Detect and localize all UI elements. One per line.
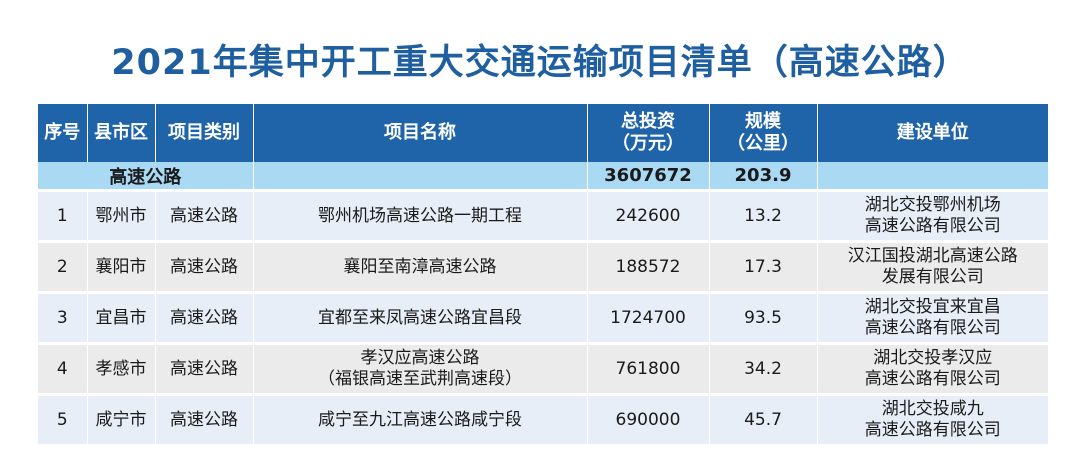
row-name-line1: 咸宁至九江高速公路咸宁段 [318,409,522,430]
row-unit-line1: 湖北交投孝汉应 [873,348,993,368]
row-unit: 湖北交投宜来宜昌 高速公路有限公司 [816,291,1048,344]
row-unit-line2: 高速公路有限公司 [864,318,1001,338]
row-name: 咸宁至九江高速公路咸宁段 [252,393,587,444]
row-investment: 1724700 [586,291,709,344]
row-investment: 188572 [586,240,709,293]
row-length: 34.2 [708,342,817,395]
row-investment: 690000 [586,393,709,444]
header-length-line2: （公里） [727,133,799,154]
header-length-line1: 规模 [745,111,781,132]
row-type: 高速公路 [154,342,253,395]
header-unit: 建设单位 [816,104,1048,162]
row-type: 高速公路 [154,291,253,344]
row-investment: 242600 [586,189,709,242]
header-no: 序号 [38,104,87,162]
row-length: 93.5 [708,291,817,344]
row-no: 1 [38,189,87,242]
header-investment: 总投资 （万元） [586,104,709,162]
row-name: 鄂州机场高速公路一期工程 [252,189,587,242]
row-name-line2: （福银高速至武荆高速段） [318,369,522,389]
row-unit-line2: 高速公路有限公司 [864,420,1001,440]
row-name: 襄阳至南漳高速公路 [252,240,587,293]
header-name: 项目名称 [252,104,587,162]
row-unit-line2: 发展有限公司 [881,267,984,287]
row-county: 襄阳市 [86,240,155,293]
table-row: 3 宜昌市 高速公路 宜都至来凤高速公路宜昌段 1724700 93.5 湖北交… [38,291,1048,344]
table-row: 1 鄂州市 高速公路 鄂州机场高速公路一期工程 242600 13.2 湖北交投… [38,189,1048,242]
row-unit-line1: 汉江国投湖北高速公路 [847,246,1018,266]
row-unit-line1: 湖北交投宜来宜昌 [864,297,1001,317]
document-title: 2021年集中开工重大交通运输项目清单（高速公路） [111,43,969,83]
row-county: 宜昌市 [86,291,155,344]
subtotal-unit-empty [816,162,1048,191]
row-unit-line2: 高速公路有限公司 [864,216,1001,236]
subtotal-length: 203.9 [708,162,817,191]
row-county: 咸宁市 [86,393,155,444]
subtotal-investment: 3607672 [586,162,709,191]
row-length: 17.3 [708,240,817,293]
row-type: 高速公路 [154,393,253,444]
row-type: 高速公路 [154,189,253,242]
table-row: 2 襄阳市 高速公路 襄阳至南漳高速公路 188572 17.3 汉江国投湖北高… [38,240,1048,293]
row-county: 鄂州市 [86,189,155,242]
row-unit: 湖北交投孝汉应 高速公路有限公司 [816,342,1048,395]
row-name-line1: 孝汉应高速公路 [360,348,480,368]
row-name-line1: 宜都至来凤高速公路宜昌段 [318,307,522,328]
row-name: 宜都至来凤高速公路宜昌段 [252,291,587,344]
row-county: 孝感市 [86,342,155,395]
header-type: 项目类别 [154,104,253,162]
subtotal-label: 高速公路 [38,162,253,191]
row-unit: 湖北交投鄂州机场 高速公路有限公司 [816,189,1048,242]
table-row: 4 孝感市 高速公路 孝汉应高速公路 （福银高速至武荆高速段） 761800 3… [38,342,1048,395]
row-no: 3 [38,291,87,344]
row-no: 2 [38,240,87,293]
row-name: 孝汉应高速公路 （福银高速至武荆高速段） [252,342,587,395]
row-unit-line1: 湖北交投咸九 [881,399,984,419]
row-unit-line2: 高速公路有限公司 [864,369,1001,389]
project-table: 序号 县市区 项目类别 项目名称 总投资 （万元） 规模 （公里） 建设单位 高… [38,104,1048,444]
table-row: 5 咸宁市 高速公路 咸宁至九江高速公路咸宁段 690000 45.7 湖北交投… [38,393,1048,444]
row-no: 4 [38,342,87,395]
row-unit: 汉江国投湖北高速公路 发展有限公司 [816,240,1048,293]
header-investment-line2: （万元） [612,133,684,154]
row-no: 5 [38,393,87,444]
header-county: 县市区 [86,104,155,162]
row-type: 高速公路 [154,240,253,293]
row-investment: 761800 [586,342,709,395]
row-unit: 湖北交投咸九 高速公路有限公司 [816,393,1048,444]
row-name-line1: 鄂州机场高速公路一期工程 [318,205,522,226]
subtotal-name-empty [252,162,587,191]
row-unit-line1: 湖北交投鄂州机场 [864,195,1001,215]
row-length: 45.7 [708,393,817,444]
header-length: 规模 （公里） [708,104,817,162]
table-header-row: 序号 县市区 项目类别 项目名称 总投资 （万元） 规模 （公里） 建设单位 [38,104,1048,162]
row-name-line1: 襄阳至南漳高速公路 [343,256,497,277]
row-length: 13.2 [708,189,817,242]
header-investment-line1: 总投资 [621,111,675,132]
subtotal-row: 高速公路 3607672 203.9 [38,162,1048,191]
